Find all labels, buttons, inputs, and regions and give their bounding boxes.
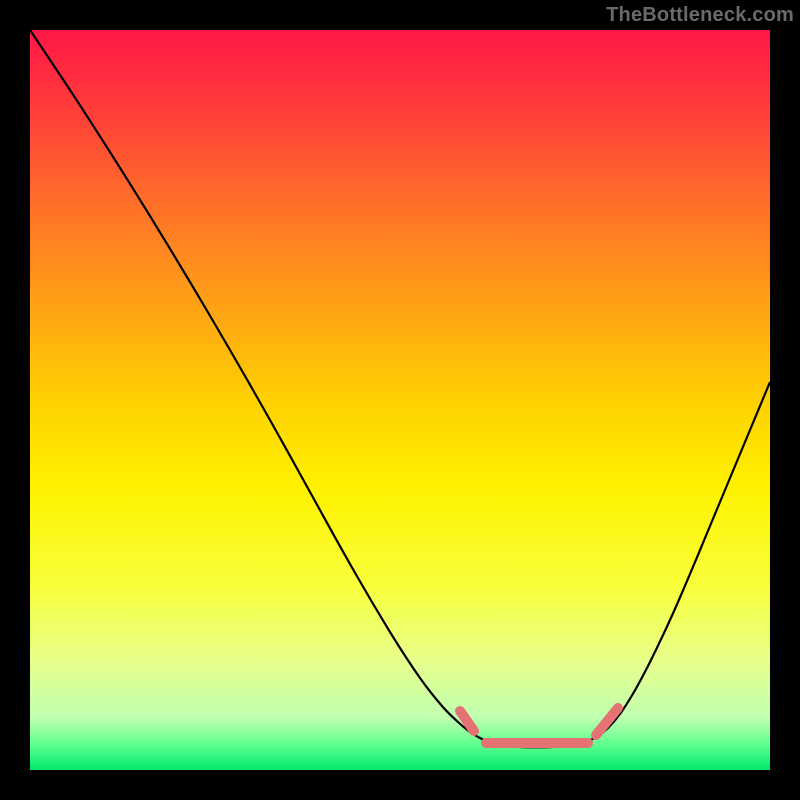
chart-frame: TheBottleneck.com: [0, 0, 800, 800]
watermark-text: TheBottleneck.com: [606, 0, 794, 30]
chart-background: [30, 30, 770, 770]
plot-area: [30, 30, 770, 770]
gradient-chart: [30, 30, 770, 770]
